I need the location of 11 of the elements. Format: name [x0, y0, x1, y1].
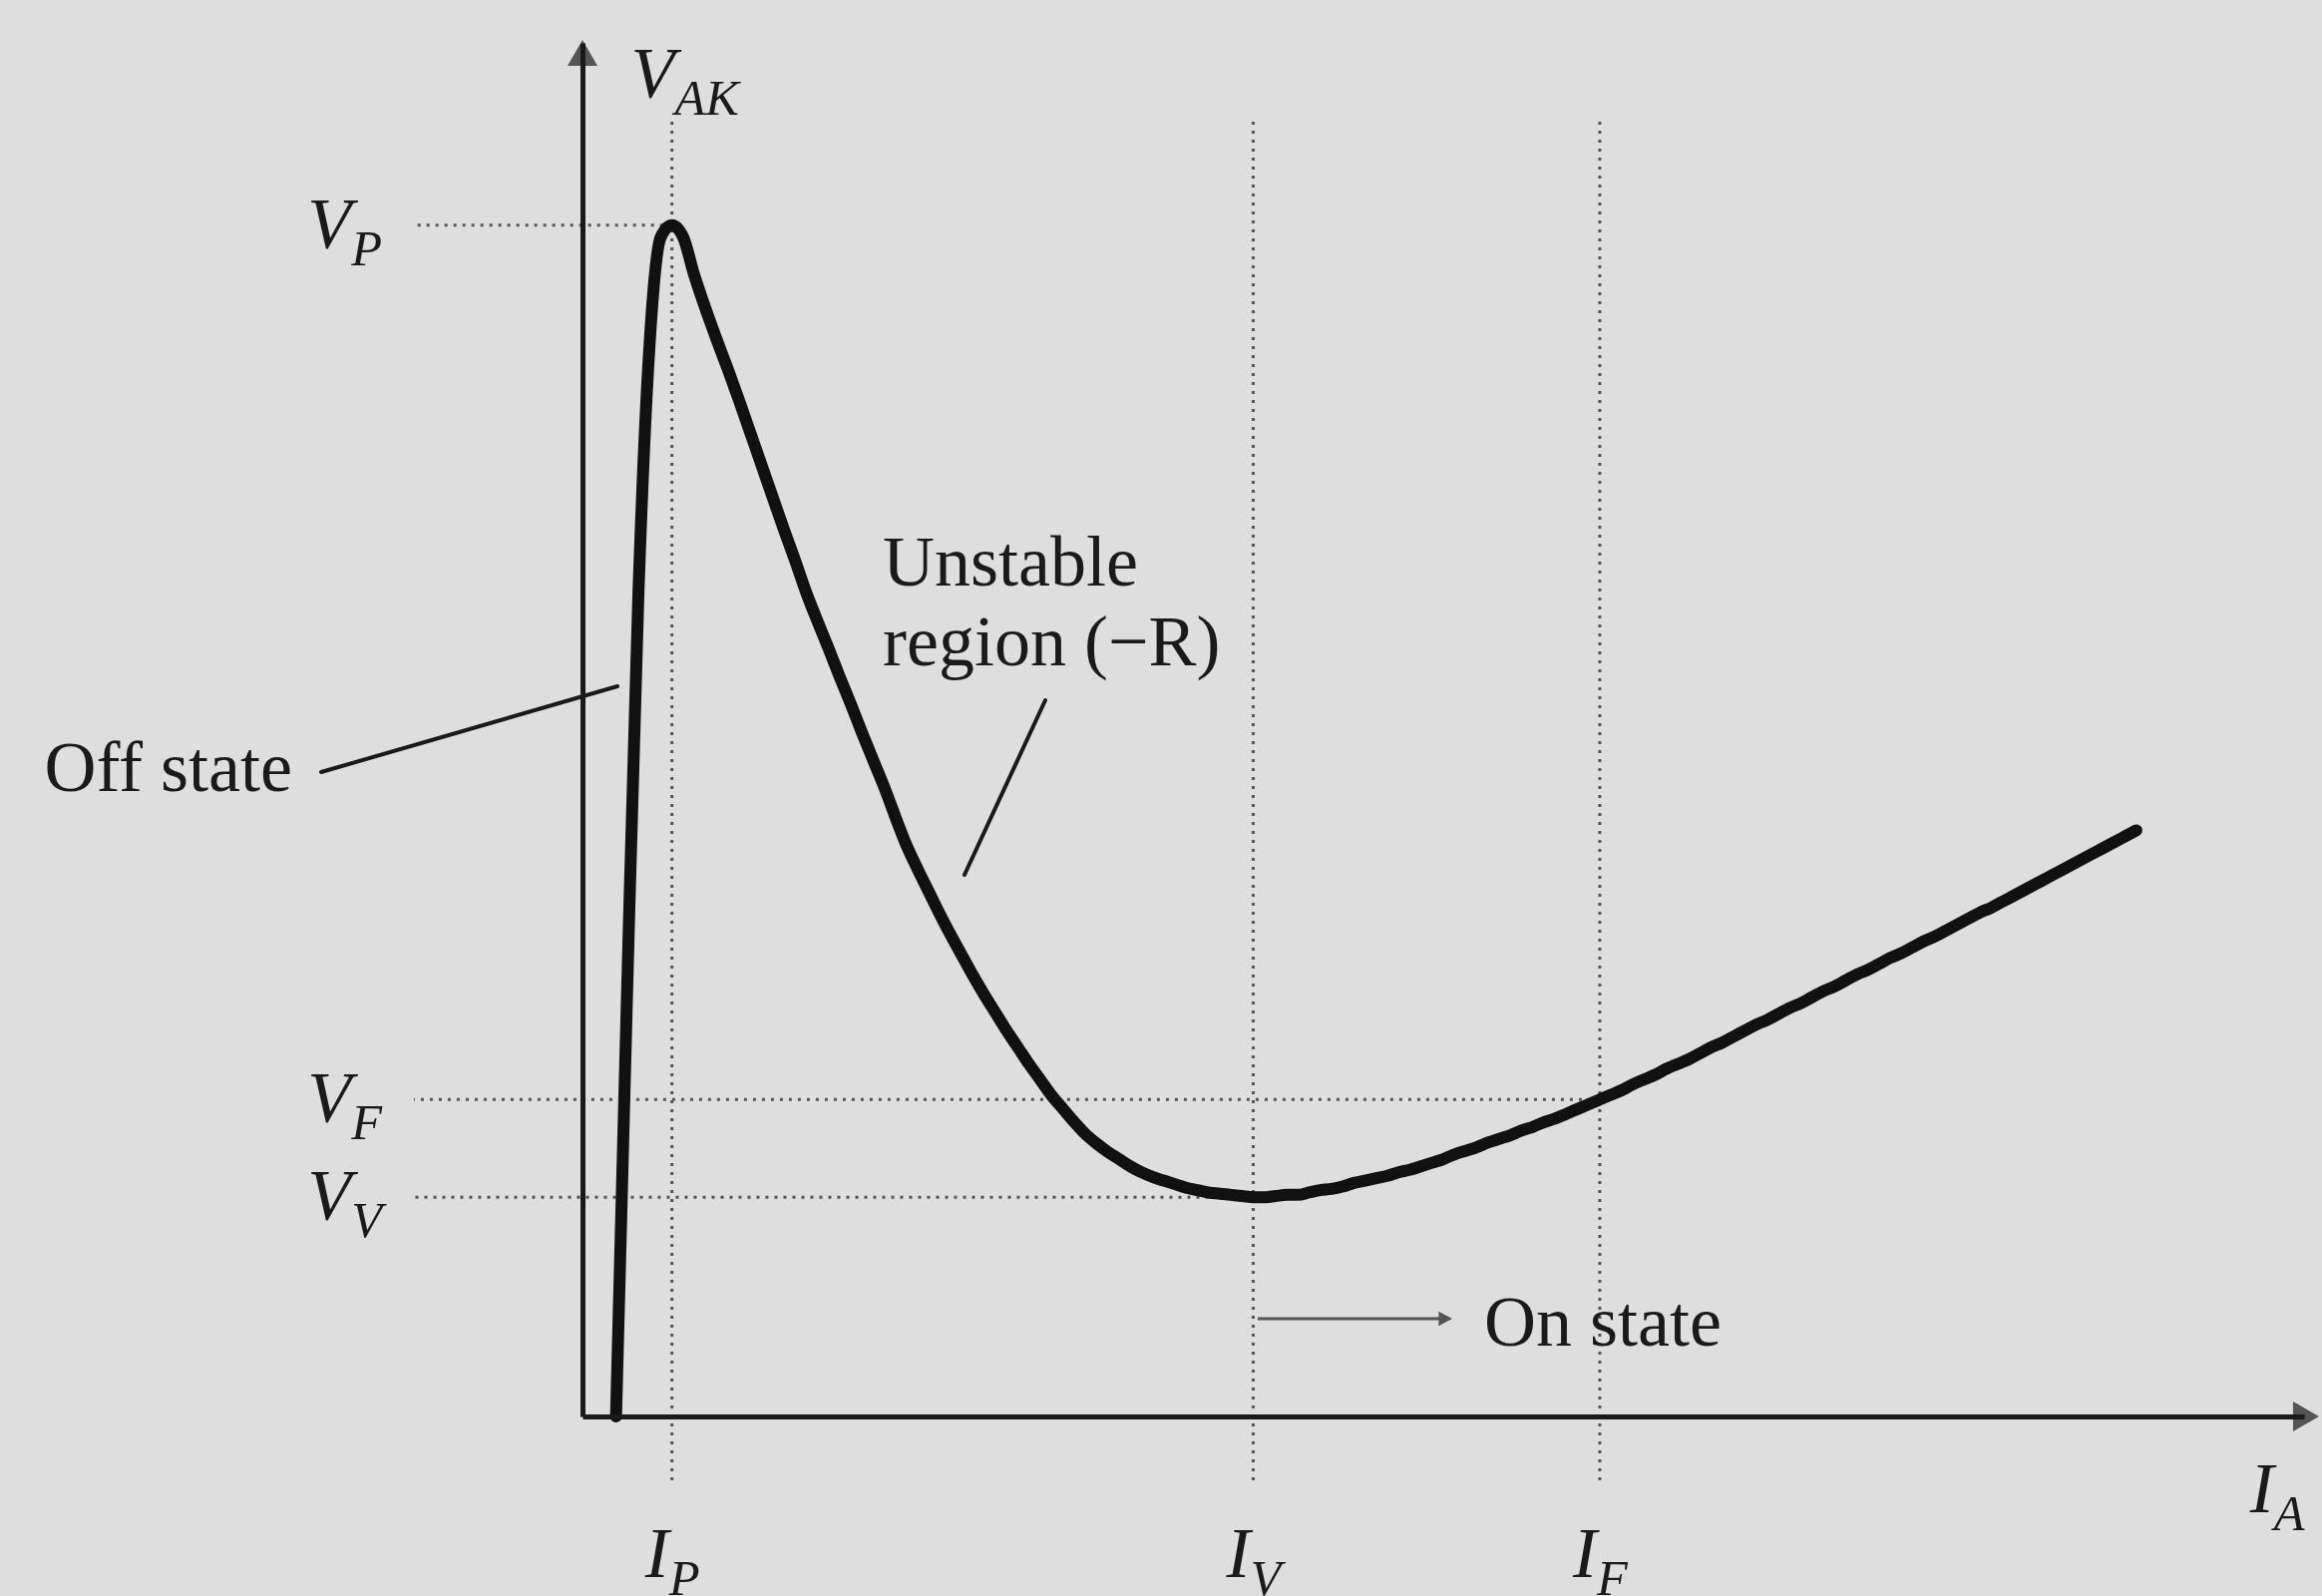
- x-axis-title: I$_{A}$: [2248, 1447, 2305, 1541]
- annotation: On state: [1484, 1282, 1722, 1362]
- ref-line-label: V$_{F}$: [307, 1057, 384, 1151]
- annotation: Unstable region (−R): [883, 522, 1221, 681]
- ref-line-label: V$_{V}$: [307, 1155, 388, 1249]
- y-axis-title: V$_{AK}$: [630, 32, 742, 126]
- x-tick-label: I$_{P}$: [643, 1512, 700, 1596]
- x-tick-label: I$_{F}$: [1572, 1512, 1630, 1596]
- ref-line-label: V$_{P}$: [307, 183, 382, 276]
- text: Off state: [44, 727, 292, 807]
- x-tick-label: I$_{V}$: [1225, 1512, 1287, 1596]
